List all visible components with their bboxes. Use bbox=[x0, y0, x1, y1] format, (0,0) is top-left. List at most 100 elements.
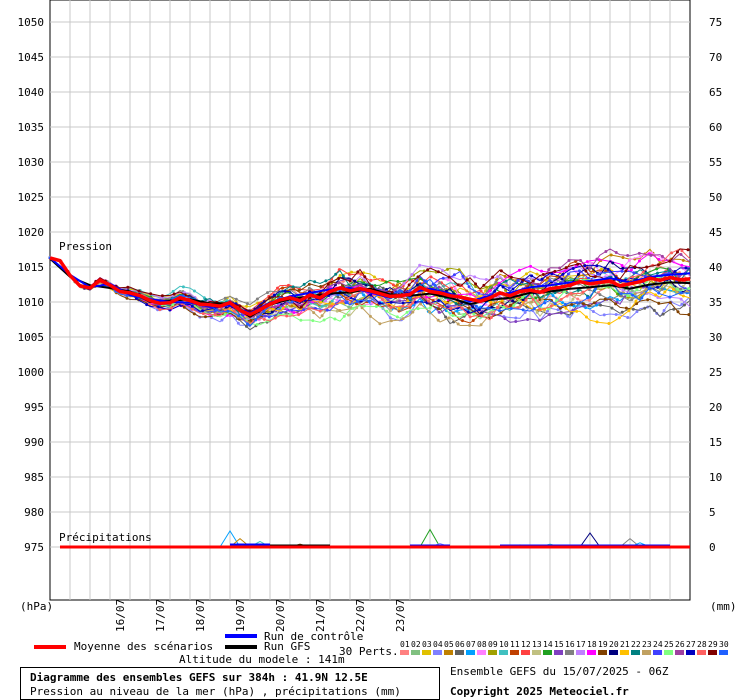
pert-swatch-05 bbox=[444, 650, 453, 655]
left-axis-label: (hPa) bbox=[20, 600, 53, 613]
right-tick-label: 35 bbox=[709, 296, 722, 309]
member-line-29 bbox=[49, 248, 691, 313]
left-tick-label: 1025 bbox=[18, 191, 45, 204]
right-tick-label: 20 bbox=[709, 401, 722, 414]
pert-number-08: 08 bbox=[477, 640, 487, 649]
left-tick-label: 990 bbox=[24, 436, 44, 449]
main-series bbox=[49, 256, 691, 318]
x-tick-label: 19/07 bbox=[234, 599, 247, 632]
left-tick-label: 1005 bbox=[18, 331, 45, 344]
pert-swatch-15 bbox=[554, 650, 563, 655]
pert-swatch-01 bbox=[400, 650, 409, 655]
member-points-25 bbox=[48, 256, 692, 327]
pert-swatch-10 bbox=[499, 650, 508, 655]
right-tick-label: 50 bbox=[709, 191, 722, 204]
pert-swatch-22 bbox=[631, 650, 640, 655]
member-points-27 bbox=[48, 256, 692, 316]
left-tick-label: 1000 bbox=[18, 366, 45, 379]
pert-number-27: 27 bbox=[686, 640, 696, 649]
pert-swatch-07 bbox=[466, 650, 475, 655]
pert-number-14: 14 bbox=[543, 640, 553, 649]
pert-swatch-16 bbox=[565, 650, 574, 655]
pressure-label: Pression bbox=[59, 240, 112, 253]
member-points-12 bbox=[48, 256, 692, 313]
control-swatch bbox=[225, 634, 257, 638]
x-tick-label: 21/07 bbox=[314, 599, 327, 632]
pert-swatch-12 bbox=[521, 650, 530, 655]
pert-number-30: 30 bbox=[719, 640, 729, 649]
pert-swatch-11 bbox=[510, 650, 519, 655]
pert-number-18: 18 bbox=[587, 640, 597, 649]
footer-subtitle: Pression au niveau de la mer (hPa) , pré… bbox=[30, 685, 401, 698]
pert-swatch-29 bbox=[708, 650, 717, 655]
right-tick-label: 70 bbox=[709, 51, 722, 64]
member-points-17 bbox=[48, 256, 692, 322]
pert-number-28: 28 bbox=[697, 640, 707, 649]
pert-number-05: 05 bbox=[444, 640, 454, 649]
pert-number-20: 20 bbox=[609, 640, 619, 649]
footer-title: Diagramme des ensembles GEFS sur 384h : … bbox=[30, 671, 368, 684]
member-points-19 bbox=[48, 256, 692, 323]
left-tick-label: 980 bbox=[24, 506, 44, 519]
pert-number-21: 21 bbox=[620, 640, 630, 649]
pert-swatch-04 bbox=[433, 650, 442, 655]
pert-number-25: 25 bbox=[664, 640, 674, 649]
right-tick-label: 45 bbox=[709, 226, 722, 239]
pert-number-11: 11 bbox=[510, 640, 520, 649]
pert-swatch-02 bbox=[411, 650, 420, 655]
x-tick-label: 23/07 bbox=[394, 599, 407, 632]
pert-number-04: 04 bbox=[433, 640, 443, 649]
pert-swatch-17 bbox=[576, 650, 585, 655]
x-tick-label: 20/07 bbox=[274, 599, 287, 632]
right-axis-label: (mm) bbox=[710, 600, 737, 613]
pert-swatch-13 bbox=[532, 650, 541, 655]
member-points-28 bbox=[48, 246, 692, 326]
pert-swatch-06 bbox=[455, 650, 464, 655]
right-tick-label: 30 bbox=[709, 331, 722, 344]
pert-swatch-09 bbox=[488, 650, 497, 655]
pert-number-07: 07 bbox=[466, 640, 476, 649]
pert-swatch-28 bbox=[697, 650, 706, 655]
right-tick-label: 75 bbox=[709, 16, 722, 29]
member-points-30 bbox=[48, 256, 692, 329]
left-tick-label: 1015 bbox=[18, 261, 45, 274]
pert-number-12: 12 bbox=[521, 640, 531, 649]
pert-number-01: 01 bbox=[400, 640, 410, 649]
left-tick-label: 1035 bbox=[18, 121, 45, 134]
precip-series bbox=[60, 528, 690, 549]
pert-swatch-25 bbox=[664, 650, 673, 655]
pert-number-16: 16 bbox=[565, 640, 575, 649]
pert-number-24: 24 bbox=[653, 640, 663, 649]
left-tick-label: 975 bbox=[24, 541, 44, 554]
pert-swatch-26 bbox=[675, 650, 684, 655]
precip-member-peak bbox=[579, 532, 601, 548]
pert-number-29: 29 bbox=[708, 640, 718, 649]
pert-number-17: 17 bbox=[576, 640, 586, 649]
left-tick-label: 1020 bbox=[18, 226, 45, 239]
left-tick-label: 1010 bbox=[18, 296, 45, 309]
pert-number-13: 13 bbox=[532, 640, 542, 649]
left-tick-label: 1050 bbox=[18, 16, 45, 29]
mean-swatch bbox=[34, 645, 66, 649]
pert-number-26: 26 bbox=[675, 640, 685, 649]
right-tick-label: 25 bbox=[709, 366, 722, 379]
right-tick-label: 65 bbox=[709, 86, 722, 99]
right-tick-label: 0 bbox=[709, 541, 716, 554]
left-axis-ticks: 1050 1045 1040 1035 1030 1025 1020 1015 1010 1005… bbox=[18, 16, 45, 554]
pert-number-23: 23 bbox=[642, 640, 652, 649]
member-points-15 bbox=[48, 256, 692, 324]
precip-label: Précipitations bbox=[59, 531, 152, 544]
pert-number-06: 06 bbox=[455, 640, 465, 649]
left-tick-label: 995 bbox=[24, 401, 44, 414]
right-tick-label: 40 bbox=[709, 261, 722, 274]
right-tick-label: 15 bbox=[709, 436, 722, 449]
run-info: Ensemble GEFS du 15/07/2025 - 06Z bbox=[450, 665, 669, 678]
pert-number-09: 09 bbox=[488, 640, 498, 649]
copyright: Copyright 2025 Meteociel.fr bbox=[450, 685, 629, 698]
pert-number-03: 03 bbox=[422, 640, 432, 649]
pert-swatch-19 bbox=[598, 650, 607, 655]
gfs-swatch bbox=[225, 645, 257, 649]
left-tick-label: 1030 bbox=[18, 156, 45, 169]
pert-number-19: 19 bbox=[598, 640, 608, 649]
